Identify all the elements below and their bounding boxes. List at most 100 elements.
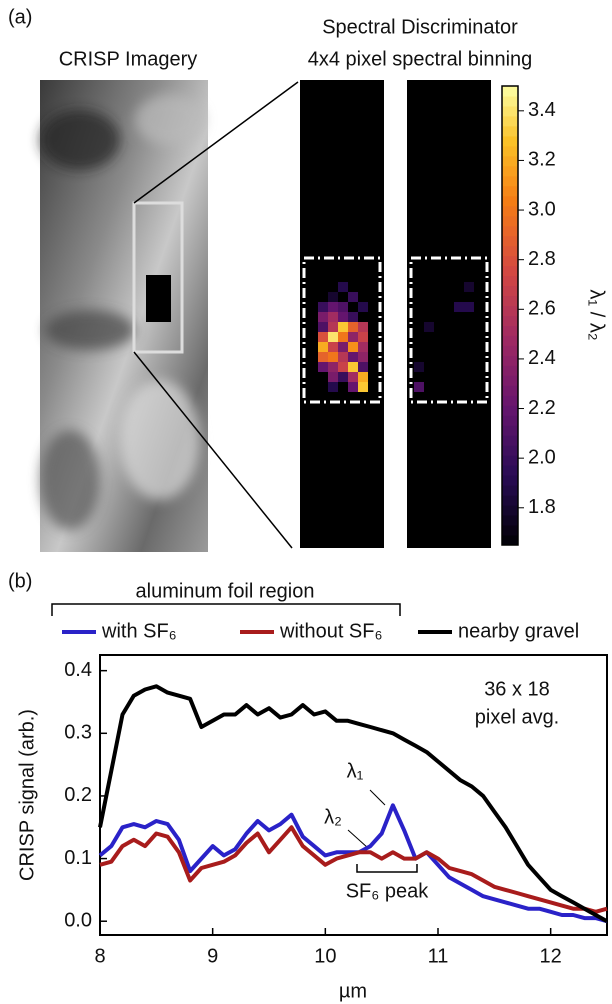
colorbar-segment	[502, 515, 518, 526]
heatmap-cell	[358, 372, 368, 382]
colorbar-segment	[502, 375, 518, 386]
annotation: SF₆ peak	[346, 880, 430, 902]
heatmap-cell	[464, 282, 474, 292]
heatmap-cell	[338, 372, 348, 382]
colorbar-segment	[502, 465, 518, 476]
heatmap-cell	[338, 342, 348, 352]
heatmap-cell	[328, 372, 338, 382]
heatmap-cell	[328, 292, 338, 302]
heatmap-cell	[348, 382, 358, 392]
series-line	[98, 684, 608, 923]
heatmap-cell	[348, 352, 358, 362]
colorbar-segment	[502, 285, 518, 297]
colorbar-segment	[502, 275, 518, 287]
heatmap-cell	[358, 322, 368, 332]
y-axis-label: CRISP signal (arb.)	[16, 709, 38, 881]
colorbar-segment	[502, 305, 518, 316]
x-tick-label: 12	[540, 945, 562, 967]
panel-label: (a)	[8, 6, 32, 28]
colorbar-segment	[502, 345, 518, 356]
y-tick-label: 0.0	[64, 910, 92, 932]
legend-bracket	[51, 603, 401, 616]
heatmap-cell	[358, 302, 368, 312]
y-tick-label: 0.3	[64, 722, 92, 744]
colorbar-tick-label: 3.2	[528, 149, 556, 171]
heatmap-cell	[338, 322, 348, 332]
heatmap-cell	[424, 322, 434, 332]
heatmap-cell	[328, 342, 338, 352]
x-tick-label: 11	[428, 945, 449, 967]
colorbar-segment	[502, 86, 518, 97]
colorbar-tick-label: 2.2	[528, 397, 556, 419]
colorbar-segment	[502, 495, 518, 506]
legend-label: without SF₆	[279, 620, 383, 642]
colorbar-segment	[502, 435, 518, 446]
heatmap-cell	[328, 362, 338, 372]
colorbar-segment	[502, 315, 518, 326]
colorbar-segment	[502, 165, 518, 177]
heatmap-cell	[318, 312, 328, 322]
heatmap-cell	[318, 362, 328, 372]
colorbar-tick-label: 2.6	[528, 298, 556, 320]
colorbar-tick-label: 2.4	[528, 347, 556, 369]
legend-group-label: aluminum foil region	[136, 580, 315, 602]
plot-frame	[99, 654, 608, 936]
heatmap-cell	[328, 302, 338, 312]
heatmap-cell	[338, 352, 348, 362]
colorbar-segment	[502, 195, 518, 207]
colorbar-segment	[502, 445, 518, 456]
colorbar-segment	[502, 355, 518, 366]
colorbar-segment	[502, 105, 518, 117]
image-title: CRISP Imagery	[59, 48, 198, 70]
colorbar-segment	[502, 135, 518, 147]
colorbar-segment	[502, 415, 518, 426]
series-line	[99, 825, 608, 914]
peak-bracket	[356, 864, 418, 873]
series-line	[98, 803, 608, 924]
colorbar-segment	[502, 155, 518, 167]
colorbar-segment	[502, 265, 518, 277]
heatmap-cell	[358, 332, 368, 342]
x-axis-label: µm	[339, 980, 367, 1002]
heatmap-cell	[328, 322, 338, 332]
heatmap-cell	[318, 342, 328, 352]
roi-box	[409, 256, 489, 404]
heatmap-cell	[348, 312, 358, 322]
colorbar-segment	[502, 145, 518, 157]
heatmap-cell	[328, 312, 338, 322]
colorbar-tick-label: 2.8	[528, 248, 556, 270]
colorbar-segment	[502, 335, 518, 346]
heatmap-cell	[338, 332, 348, 342]
annotation-line	[369, 789, 386, 806]
colorbar-segment	[502, 115, 518, 127]
colorbar-segment	[502, 125, 518, 137]
heatmap-cell	[328, 352, 338, 362]
colorbar-segment	[502, 215, 518, 227]
heatmap-cell	[338, 312, 348, 322]
colorbar-segment	[502, 205, 518, 217]
annotation-line	[347, 829, 369, 849]
colorbar-segment	[502, 405, 518, 416]
heatmap-cell	[348, 342, 358, 352]
colorbar-segment	[502, 385, 518, 396]
x-tick-label: 8	[94, 945, 105, 967]
heatmap-cell	[328, 332, 338, 342]
title: Spectral Discriminator	[322, 16, 518, 38]
colorbar-segment	[502, 295, 518, 307]
heatmap-cell	[358, 352, 368, 362]
x-tick-label: 10	[314, 945, 336, 967]
y-tick-label: 0.2	[64, 784, 92, 806]
heatmap-cell	[358, 342, 368, 352]
heatmap-cell	[318, 302, 328, 312]
annotation: λ₁	[347, 760, 364, 782]
roi-box	[302, 256, 382, 404]
heatmap-cell	[454, 302, 464, 312]
colorbar-segment	[502, 235, 518, 247]
colorbar-segment	[502, 475, 518, 486]
panel-label: (b)	[8, 570, 32, 592]
heatmap-cell	[318, 352, 328, 362]
colorbar-segment	[502, 525, 518, 536]
colorbar-segment	[502, 455, 518, 466]
subtitle: 4x4 pixel spectral binning	[308, 48, 533, 70]
